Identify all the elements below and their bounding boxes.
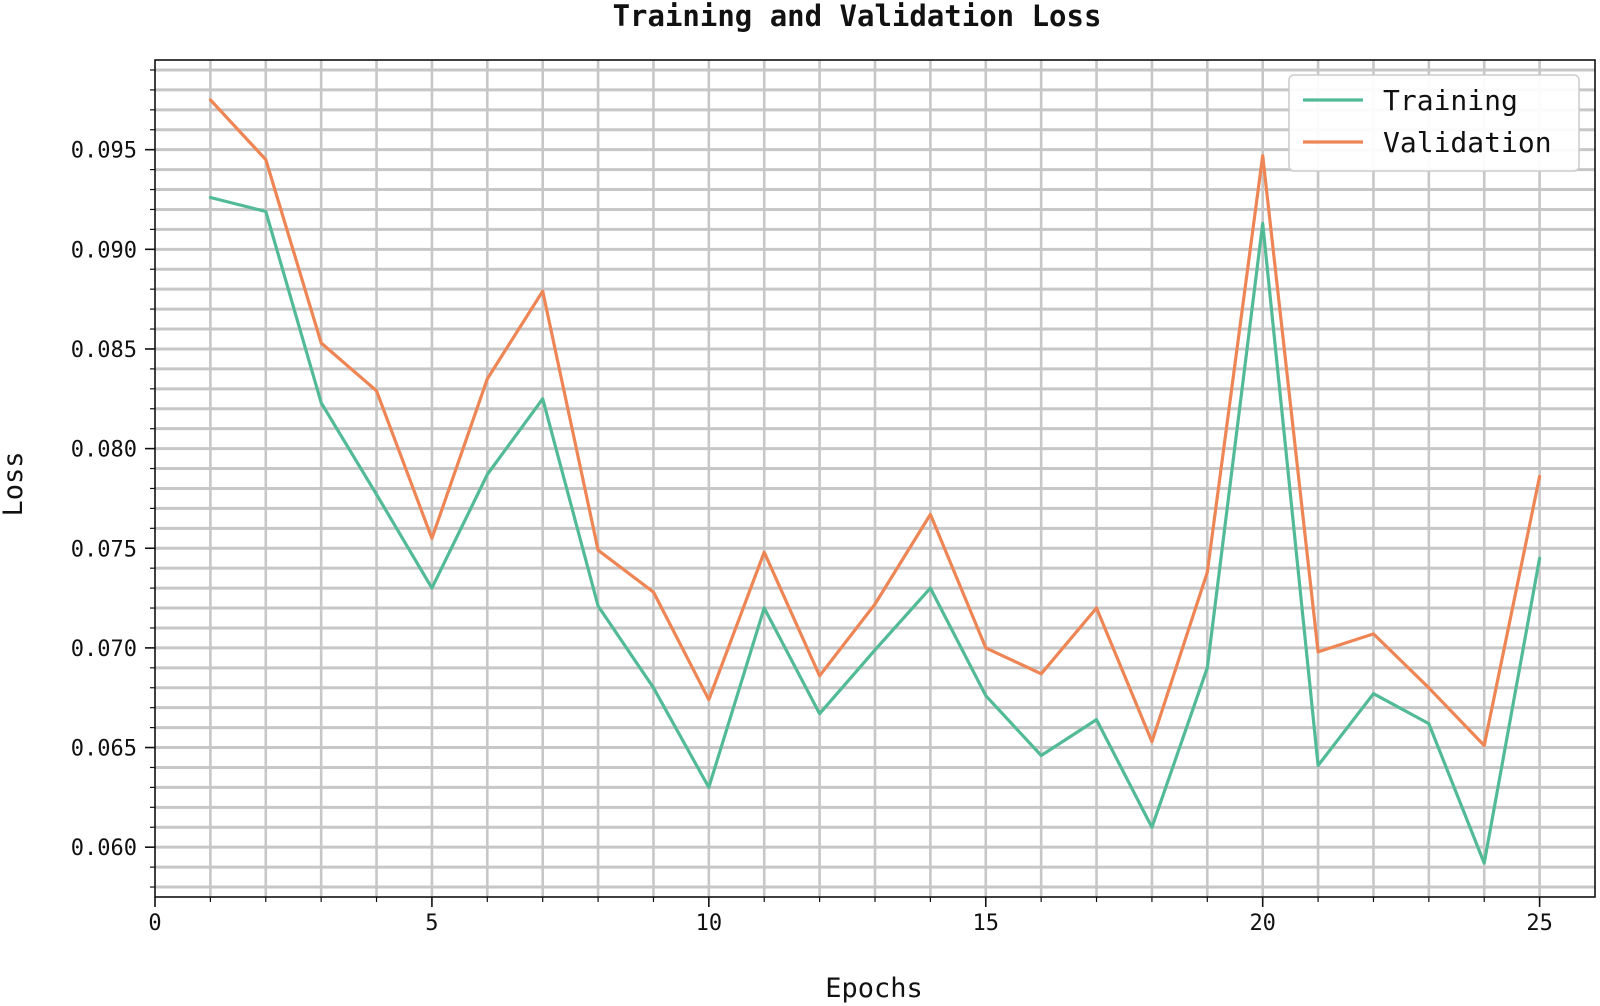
x-tick-label: 25 <box>1526 911 1553 936</box>
y-tick-label: 0.095 <box>71 139 137 164</box>
y-tick-label: 0.090 <box>71 238 137 263</box>
x-tick-label: 0 <box>148 911 161 936</box>
x-tick-label: 20 <box>1249 911 1276 936</box>
y-tick-label: 0.085 <box>71 338 137 363</box>
legend: Training Validation <box>1288 74 1580 172</box>
series-lines <box>208 98 1542 865</box>
y-tick-label: 0.075 <box>71 537 137 562</box>
y-tick-label: 0.065 <box>71 737 137 762</box>
x-tick-label: 15 <box>973 911 1000 936</box>
x-axis-label: Epochs <box>825 973 923 1004</box>
chart-title: Training and Validation Loss <box>613 0 1102 33</box>
x-tick-label: 10 <box>696 911 723 936</box>
series-line-validation <box>208 98 1542 748</box>
series-line-training <box>208 195 1542 865</box>
y-axis-label: Loss <box>0 451 29 516</box>
grid <box>155 60 1595 897</box>
legend-label: Validation <box>1383 126 1552 159</box>
y-tick-label: 0.070 <box>71 637 137 662</box>
axis-ticks: 0 5 10 15 20 25 0.060 0.065 0.070 0.075 0.080 0.085… <box>71 69 1553 936</box>
x-tick-label: 5 <box>425 911 438 936</box>
y-tick-label: 0.080 <box>71 438 137 463</box>
legend-label: Training <box>1383 84 1518 117</box>
y-tick-label: 0.060 <box>71 836 137 861</box>
